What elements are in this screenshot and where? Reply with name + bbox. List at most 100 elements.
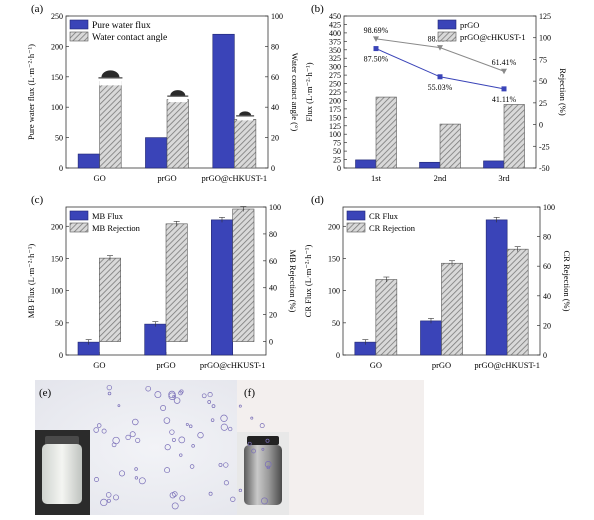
particle — [134, 476, 139, 480]
y-tick-label: 50 — [332, 319, 340, 328]
y-tick-label: 150 — [328, 254, 340, 263]
bar-d-s2-2 — [506, 248, 529, 356]
y-tick-label: 150 — [51, 73, 63, 82]
y2-tick-label: -25 — [539, 142, 550, 151]
panel-label-e: (e) — [39, 387, 52, 399]
rejection-point — [373, 36, 379, 42]
rejection-label: 55.03% — [428, 83, 453, 92]
particle — [172, 491, 178, 497]
bar-a-s1-1 — [145, 137, 168, 169]
chart-b: (b)0255075100125150175200225250275300325… — [304, 3, 568, 183]
x-tick-label: prGO — [157, 173, 176, 183]
panel-label-a: (a) — [31, 3, 44, 15]
y-tick-label: 200 — [329, 96, 341, 105]
bar-a-s2-0 — [99, 81, 122, 169]
y2-tick-label: 0 — [539, 121, 543, 130]
bar-b-s2-2 — [503, 104, 525, 169]
bar-c-s2-2 — [232, 208, 255, 342]
y-tick-label: 50 — [55, 319, 63, 328]
y-tick-label: 400 — [329, 29, 341, 38]
legend-swatch — [346, 210, 366, 221]
bar-a-s2-1 — [166, 99, 189, 169]
rejection-label: 61.41% — [492, 58, 517, 67]
y2-tick-label: 125 — [539, 12, 551, 21]
y-tick-label: 100 — [51, 287, 63, 296]
y2-tick-label: 50 — [539, 77, 547, 86]
rejection-point — [437, 74, 443, 80]
particle — [135, 437, 141, 443]
vial-photo-f — [237, 432, 289, 515]
y2-tick-label: 100 — [543, 203, 555, 212]
particle — [220, 414, 228, 422]
particle — [105, 492, 112, 498]
y2-tick-label: 40 — [543, 292, 551, 301]
particle — [179, 453, 183, 457]
chart-d: (d) 0 50 100 150 200 0 20 40 60 80 100 CR Flux (L·m⁻… — [303, 194, 572, 370]
particle — [189, 464, 195, 469]
bar-b-s1-0 — [355, 159, 377, 169]
y2-tick-label: 0 — [271, 164, 275, 173]
x-tick-label: GO — [93, 360, 105, 370]
x-tick-label: GO — [94, 173, 106, 183]
rejection-label: 98.69% — [364, 26, 389, 35]
chart-c: (c) 0 50 100 150 200 0 20 40 60 80 100 MB Flux (L·m⁻… — [26, 194, 298, 370]
particle — [261, 497, 268, 505]
y-axis-title: Flux (L·m⁻²·h⁻¹) — [304, 62, 314, 121]
x-tick-label: prGO@cHKUST-1 — [474, 360, 540, 370]
y2-axis-title: CR Rejection (%) — [562, 251, 572, 312]
bar-c-s2-0 — [99, 257, 121, 342]
bar-d-s2-1 — [441, 262, 463, 356]
x-tick-label: 1st — [371, 173, 382, 183]
y-axis-title: Pure water flux (L·m⁻²·h⁻¹) — [26, 44, 36, 140]
droplet-mask — [168, 95, 188, 103]
particle — [96, 423, 102, 428]
particle — [238, 404, 242, 408]
y2-tick-label: -50 — [539, 164, 550, 173]
particle — [168, 390, 176, 399]
rejection-point — [501, 86, 507, 92]
particle — [169, 492, 176, 499]
particle — [185, 422, 189, 426]
y2-tick-label: 100 — [271, 12, 283, 21]
y2-tick-label: 60 — [543, 262, 551, 271]
particle — [259, 423, 265, 429]
legend-swatch — [69, 210, 89, 221]
particle — [118, 470, 126, 477]
x-tick-label: prGO — [156, 360, 175, 370]
particle — [201, 393, 207, 399]
particle — [207, 392, 213, 398]
y-tick-label: 100 — [51, 103, 63, 112]
y-axis-title: CR Flux (L·m⁻²·h⁻¹) — [303, 245, 313, 318]
particle — [138, 477, 146, 485]
y2-tick-label: 0 — [543, 351, 547, 360]
y2-tick-label: 20 — [543, 321, 551, 330]
particle — [251, 448, 256, 454]
y2-tick-label: 75 — [539, 55, 547, 64]
bar-a-s1-0 — [77, 153, 100, 169]
legend-swatch — [437, 19, 457, 30]
legend-swatch — [69, 19, 89, 30]
particle — [168, 392, 176, 400]
x-tick-label: GO — [370, 360, 382, 370]
panel-label-c: (c) — [31, 194, 44, 206]
droplet-mask — [237, 115, 254, 121]
y-tick-label: 75 — [333, 139, 341, 148]
bar-a-s2-2 — [234, 119, 257, 169]
rejection-line-1 — [375, 38, 505, 72]
particle — [197, 432, 204, 439]
y2-tick-label: 100 — [539, 34, 551, 43]
particle — [223, 480, 229, 486]
particle — [125, 434, 131, 441]
y2-axis-title: Rejection (%) — [558, 68, 568, 116]
bar-c-s1-2 — [211, 219, 233, 356]
particle — [247, 441, 252, 446]
particle — [106, 384, 112, 391]
particle — [210, 418, 215, 422]
x-tick-label: prGO — [432, 360, 451, 370]
legend-label: MB Rejection — [92, 223, 141, 233]
particle — [223, 462, 229, 468]
y2-tick-label: 40 — [271, 103, 279, 112]
y2-tick-label: 60 — [271, 73, 279, 82]
y-tick-label: 50 — [333, 147, 341, 156]
particle — [261, 447, 265, 451]
